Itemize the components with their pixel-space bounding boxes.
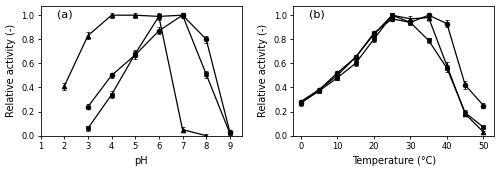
Text: (a): (a)	[56, 9, 72, 19]
Y-axis label: Relative activity (-): Relative activity (-)	[258, 24, 268, 117]
Text: (b): (b)	[310, 9, 325, 19]
X-axis label: Temperature (°C): Temperature (°C)	[352, 157, 436, 166]
Y-axis label: Relative activity (-): Relative activity (-)	[6, 24, 16, 117]
X-axis label: pH: pH	[134, 157, 148, 166]
